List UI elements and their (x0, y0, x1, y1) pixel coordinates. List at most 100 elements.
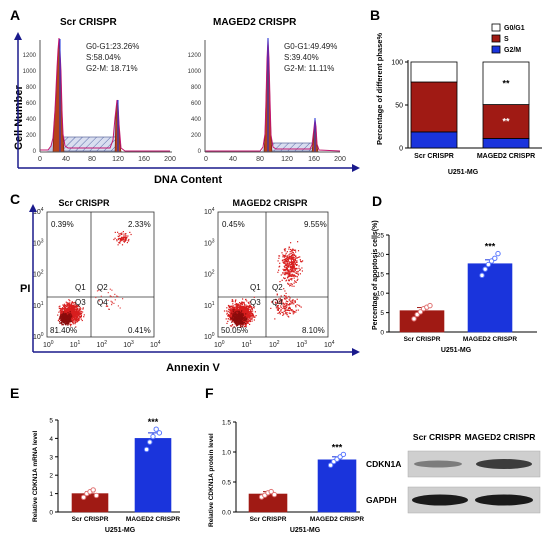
f-point-2 (327, 462, 334, 468)
b-ytick-label: 50 (395, 103, 403, 110)
annexin-tick: 101 (70, 340, 81, 349)
d-xtick-label: Scr CRISPR (404, 336, 441, 343)
e-point-2 (150, 433, 156, 440)
s-stat-right: S:39.40% (284, 53, 319, 62)
d-point-2 (479, 272, 485, 279)
xticks-left: 0 40 80 120 160 200 (38, 156, 176, 163)
e-plot-area: 0 1 2 3 4 5 Scr CRISPR MAGED2 CRISPR *** (49, 417, 180, 523)
q3-pct-left: 81.40% (50, 326, 77, 335)
svg-text:800: 800 (191, 85, 202, 91)
pi-tick: 100 (33, 332, 44, 341)
q2-label-right: Q2 (272, 283, 283, 292)
panel-letter-a: A (10, 7, 20, 23)
svg-text:600: 600 (191, 101, 202, 107)
b-legend-swatch-3 (491, 45, 501, 54)
annexin-tick: 100 (43, 340, 54, 349)
svg-text:40: 40 (229, 156, 237, 163)
e-xtick-label: MAGED2 CRISPR (126, 516, 180, 523)
f-sig-marker: *** (332, 442, 343, 452)
e-ytick-label: 5 (49, 418, 53, 425)
svg-text:0: 0 (38, 156, 42, 163)
cellcycle-title-right: MAGED2 CRISPR (213, 17, 297, 28)
f-point-1 (268, 488, 274, 495)
b-ylabel: Percentage of different phase% (375, 33, 384, 145)
d-ytick-label: 15 (377, 271, 385, 278)
d-ytick-label: 0 (380, 330, 384, 337)
d-ytick-label: 20 (377, 252, 385, 259)
svg-text:120: 120 (281, 156, 293, 163)
q3-label-right: Q3 (250, 298, 261, 307)
e-ytick-label: 0 (49, 510, 53, 517)
annexin-tick: 104 (324, 340, 335, 349)
b-plot-area: 0 50 100 Scr CRISPR MAGED2 CRISPR ** ** (391, 60, 542, 160)
g0g1-peak-left (52, 39, 65, 153)
pi-tick: 101 (33, 301, 44, 310)
pi-tick: 100 (204, 332, 215, 341)
e-ytick-label: 2 (49, 473, 53, 480)
e-bar-1 (71, 493, 109, 513)
d-bar-2 (467, 263, 513, 333)
cellcycle-title-left: Scr CRISPR (60, 17, 117, 28)
panel-letter-e: E (10, 385, 19, 401)
e-point-2 (143, 446, 150, 453)
q1-pct-left: 0.39% (51, 220, 74, 229)
q1-label-right: Q1 (250, 283, 261, 292)
histogram-right: 0 200 400 600 800 1000 1200 0 40 80 120 … (188, 37, 346, 163)
cellcycle-ylabel: Cell Number (13, 84, 25, 150)
svg-text:0: 0 (33, 149, 37, 155)
d-group-label: U251-MG (441, 347, 472, 354)
b-bar-s-1 (410, 81, 458, 133)
f-point-2 (340, 451, 347, 458)
b-legend-label-1: G0/G1 (504, 25, 525, 32)
svg-text:200: 200 (191, 133, 202, 139)
cellcycle-xlabel: DNA Content (154, 174, 222, 186)
svg-text:1200: 1200 (23, 53, 37, 59)
e-ytick-label: 3 (49, 454, 53, 461)
e-ytick-label: 4 (49, 436, 53, 443)
q4-label-right: Q4 (272, 298, 283, 307)
f-ytick-label: 1.0 (222, 450, 231, 457)
d-sig-marker: *** (485, 242, 496, 252)
svg-text:200: 200 (164, 156, 176, 163)
histogram-left: 0 200 400 600 800 1000 1200 0 40 80 120 … (23, 37, 176, 163)
band-gapdh-scr (412, 494, 468, 506)
e-xtick-label: Scr CRISPR (72, 516, 109, 523)
b-bar-s-2 (482, 104, 530, 139)
e-sig-marker: *** (148, 417, 159, 427)
b-bar-g0g1-2 (482, 61, 530, 105)
d-plot-area: 0 5 10 15 20 25 Scr CRISPR MAGED2 CRISPR *** (377, 233, 537, 343)
d-ytick-label: 5 (380, 310, 384, 317)
svg-text:0: 0 (198, 149, 202, 155)
d-point-2 (495, 250, 501, 257)
panel-a: A Scr CRISPR MAGED2 CRISPR 0 200 400 600… (10, 7, 360, 186)
d-point-2 (482, 266, 488, 272)
f-group-label: U251-MG (290, 527, 321, 534)
q2-pct-left: 2.33% (128, 220, 151, 229)
svg-text:400: 400 (191, 117, 202, 123)
q4-pct-left: 0.41% (128, 326, 151, 335)
d-ylabel: Percentage of apoptosis cells(%) (372, 220, 379, 330)
svg-text:40: 40 (62, 156, 70, 163)
b-legend-swatch-2 (491, 34, 501, 43)
b-xtick-label: Scr CRISPR (414, 153, 454, 160)
q2-label-left: Q2 (97, 283, 108, 292)
svg-text:160: 160 (308, 156, 320, 163)
blot-row-cdkn1a: CDKN1A (366, 459, 401, 469)
e-ylabel: Relative CDKN1A mRNA level (32, 431, 39, 522)
d-point-1 (427, 302, 433, 309)
q4-pct-right: 8.10% (302, 326, 325, 335)
svg-text:160: 160 (138, 156, 150, 163)
panel-b: B Percentage of different phase% 0 50 100 S… (370, 7, 542, 176)
f-ytick-label: 0.0 (222, 510, 231, 517)
f-ytick-label: 1.5 (222, 420, 231, 427)
d-ytick-label: 25 (377, 233, 385, 240)
e-point-1 (93, 492, 100, 499)
b-legend-swatch-1 (491, 23, 501, 32)
apoptosis-ylabel: PI (20, 283, 30, 295)
d-ytick-label: 10 (377, 291, 385, 298)
xticks-right: 0 40 80 120 160 200 (204, 156, 346, 163)
svg-text:80: 80 (256, 156, 264, 163)
f-ytick-label: 0.5 (222, 480, 231, 487)
e-ytick-label: 1 (49, 491, 53, 498)
